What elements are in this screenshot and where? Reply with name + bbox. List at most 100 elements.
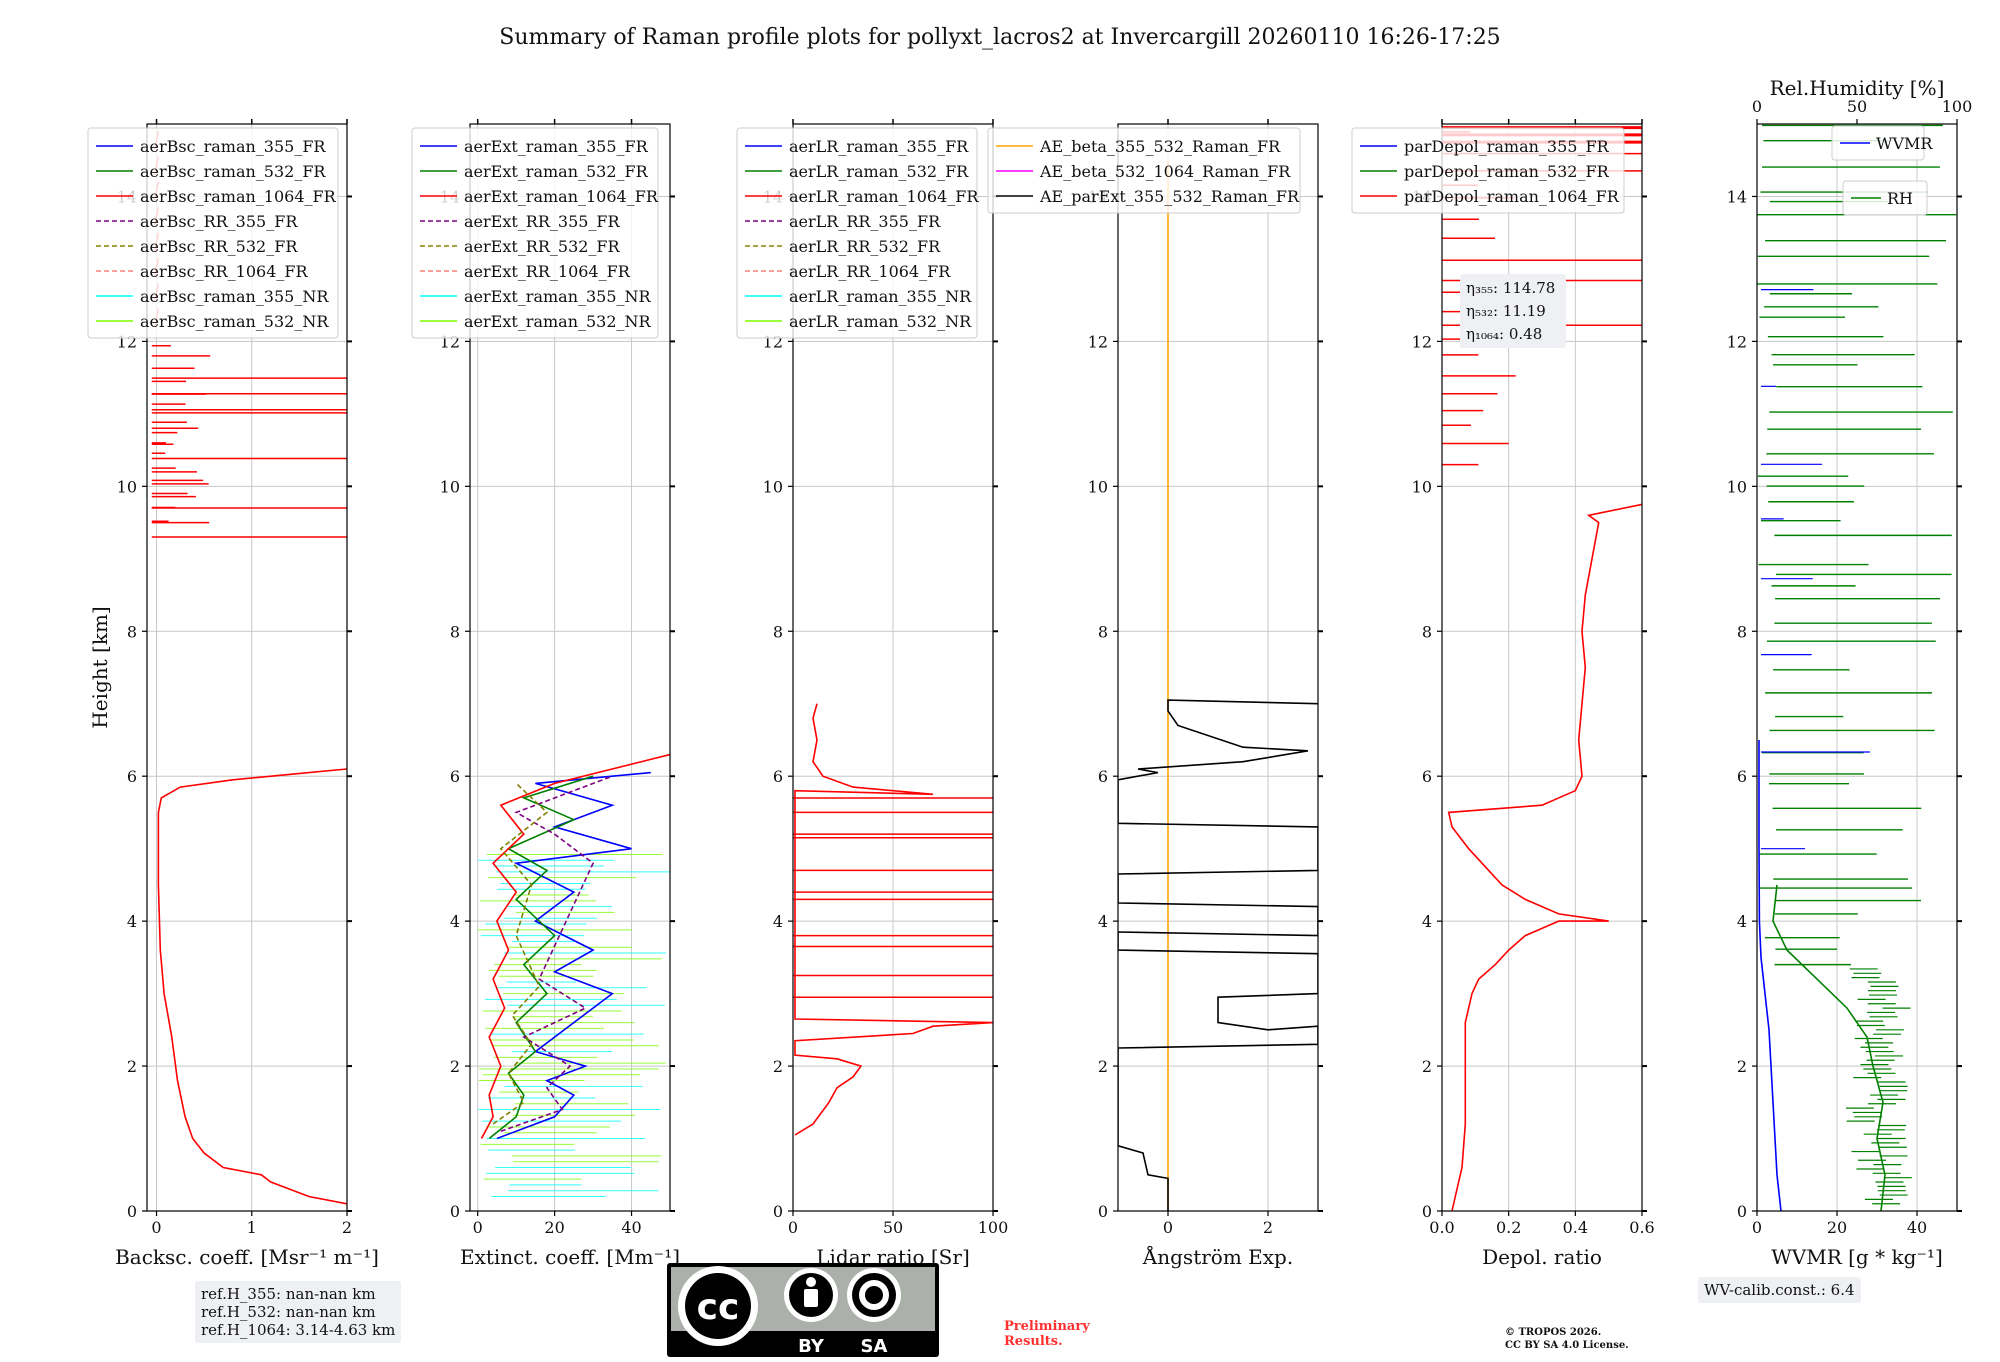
depol-annotation: η₃₅₅: 114.78 η₅₃₂: 11.19 η₁₀₆₄: 0.48 bbox=[1460, 274, 1566, 348]
x-tick-label: 20 bbox=[1827, 1218, 1847, 1237]
legend-label: aerLR_RR_355_FR bbox=[789, 212, 941, 231]
y-tick-label: 0 bbox=[1422, 1202, 1432, 1221]
legend-label: AE_beta_355_532_Raman_FR bbox=[1039, 137, 1281, 156]
cc-license-logo: cc BY SA bbox=[666, 1262, 940, 1358]
legend-label: aerBsc_raman_355_FR bbox=[140, 137, 326, 156]
legend-label: WVMR bbox=[1876, 134, 1933, 153]
legend-label: aerBsc_raman_355_NR bbox=[140, 287, 329, 306]
series-aerExt_raman_1064_FR bbox=[480, 753, 670, 1139]
wv-calibration-box: WV-calib.const.: 6.4 bbox=[1698, 1277, 1861, 1303]
top-x-tick-label: 0 bbox=[1752, 97, 1762, 116]
legend-label: RH bbox=[1887, 189, 1913, 208]
legend-box bbox=[987, 127, 1301, 214]
y-tick-label: 2 bbox=[1737, 1057, 1747, 1076]
x-axis-label: WVMR [g * kg⁻¹] bbox=[1771, 1245, 1943, 1269]
legend-label: aerBsc_RR_532_FR bbox=[140, 237, 298, 256]
series-aerLR_raman_1064_FR bbox=[794, 703, 993, 1136]
annotation-text: η₅₃₂: 11.19 bbox=[1466, 302, 1546, 320]
legend-label: aerBsc_RR_1064_FR bbox=[140, 262, 309, 281]
preliminary-line-1: Preliminary bbox=[1004, 1319, 1090, 1334]
x-tick-label: 50 bbox=[883, 1218, 903, 1237]
x-tick-label: 0.4 bbox=[1563, 1218, 1588, 1237]
axes-frame bbox=[1117, 123, 1319, 1212]
y-tick-label: 4 bbox=[773, 912, 783, 931]
copyright-line-2: CC BY SA 4.0 License. bbox=[1505, 1340, 1629, 1351]
x-axis-label: Extinct. coeff. [Mm⁻¹] bbox=[460, 1245, 680, 1269]
legend-label: aerLR_raman_532_FR bbox=[789, 162, 969, 181]
plot-area bbox=[1118, 160, 1318, 1211]
y-tick-label: 8 bbox=[773, 622, 783, 641]
legend-rh: RH bbox=[1842, 180, 1928, 216]
legend-label: aerExt_raman_355_NR bbox=[464, 287, 652, 306]
legend: AE_beta_355_532_Raman_FR AE_beta_532_1064… bbox=[987, 127, 1301, 214]
y-tick-label: 6 bbox=[450, 767, 460, 786]
y-tick-label: 8 bbox=[450, 622, 460, 641]
plot-area bbox=[151, 131, 347, 1205]
legend-label: aerExt_raman_1064_FR bbox=[464, 187, 659, 206]
y-tick-label: 4 bbox=[450, 912, 460, 931]
x-tick-label: 40 bbox=[621, 1218, 641, 1237]
legend: aerBsc_raman_355_FR aerBsc_raman_532_FRae… bbox=[87, 127, 339, 339]
x-axis-label: Ångström Exp. bbox=[1142, 1244, 1293, 1269]
legend-box bbox=[736, 127, 978, 339]
plot-area bbox=[1757, 124, 1957, 1211]
y-tick-label: 0 bbox=[1098, 1202, 1108, 1221]
y-tick-label: 12 bbox=[1412, 332, 1432, 351]
series-RH bbox=[1772, 884, 1886, 1211]
x-tick-label: 40 bbox=[1907, 1218, 1927, 1237]
reference-height-box: ref.H_355: nan-nan km ref.H_532: nan-nan… bbox=[195, 1281, 402, 1343]
y-tick-label: 2 bbox=[773, 1057, 783, 1076]
legend-box bbox=[411, 127, 659, 339]
x-tick-label: 0 bbox=[473, 1218, 483, 1237]
axes-frame bbox=[469, 123, 671, 1212]
y-tick-label: 0 bbox=[450, 1202, 460, 1221]
cc-logo-text: cc bbox=[697, 1287, 740, 1328]
y-tick-label: 0 bbox=[1737, 1202, 1747, 1221]
y-tick-label: 10 bbox=[1088, 477, 1108, 496]
x-axis-label: Backsc. coeff. [Msr⁻¹ m⁻¹] bbox=[115, 1245, 379, 1269]
x-tick-label: 0 bbox=[788, 1218, 798, 1237]
y-tick-label: 8 bbox=[127, 622, 137, 641]
annotation-text: η₃₅₅: 114.78 bbox=[1466, 279, 1555, 297]
ref-height-1064: ref.H_1064: 3.14-4.63 km bbox=[201, 1321, 396, 1339]
x-tick-label: 2 bbox=[342, 1218, 352, 1237]
legend-wvmr: WVMR bbox=[1831, 125, 1933, 161]
y-tick-label: 4 bbox=[1422, 912, 1432, 931]
x-tick-label: 100 bbox=[978, 1218, 1009, 1237]
chart-panel-wv: 0 2 4 6 8 10 12 14 0 20 40 WVMR [g * kg⁻¹] 0 50 100Rel… bbox=[1727, 76, 1973, 1269]
axes-frame bbox=[1756, 123, 1958, 1212]
x-tick-label: 0 bbox=[151, 1218, 161, 1237]
legend-label: aerLR_RR_1064_FR bbox=[789, 262, 951, 281]
legend-label: aerLR_RR_532_FR bbox=[789, 237, 941, 256]
x-tick-label: 20 bbox=[544, 1218, 564, 1237]
y-tick-label: 10 bbox=[117, 477, 137, 496]
y-tick-label: 10 bbox=[1412, 477, 1432, 496]
x-tick-label: 0 bbox=[1163, 1218, 1173, 1237]
legend-box bbox=[1351, 127, 1625, 214]
legend-label: aerLR_raman_355_FR bbox=[789, 137, 969, 156]
legend-label: aerBsc_raman_1064_FR bbox=[140, 187, 337, 206]
chart-panel-lr: 02468101214050100Lidar ratio [Sr]aerLR_r… bbox=[736, 119, 1009, 1269]
annotation-text: η₁₀₆₄: 0.48 bbox=[1466, 325, 1542, 343]
legend: aerLR_raman_355_FR aerLR_raman_532_FR aerL… bbox=[736, 127, 979, 339]
wv-calibration-constant: WV-calib.const.: 6.4 bbox=[1704, 1281, 1855, 1299]
y-tick-label: 8 bbox=[1098, 622, 1108, 641]
top-x-axis-label: Rel.Humidity [%] bbox=[1770, 76, 1945, 100]
y-tick-label: 4 bbox=[127, 912, 137, 931]
legend-label: aerExt_RR_532_FR bbox=[464, 237, 621, 256]
chart-panel-ext: 0246810121402040Extinct. coeff. [Mm⁻¹]ae… bbox=[411, 119, 680, 1269]
series-aerExt_raman_532_FR bbox=[488, 775, 594, 1140]
y-tick-label: 0 bbox=[127, 1202, 137, 1221]
series-aerExt_raman_355_FR bbox=[496, 771, 651, 1140]
axes-frame bbox=[146, 123, 348, 1212]
y-tick-label: 2 bbox=[1098, 1057, 1108, 1076]
y-tick-label: 0 bbox=[773, 1202, 783, 1221]
axes-frame bbox=[1441, 123, 1643, 1212]
y-tick-label: 6 bbox=[1737, 767, 1747, 786]
legend-label: aerLR_raman_532_NR bbox=[789, 312, 972, 331]
legend-label: AE_beta_532_1064_Raman_FR bbox=[1039, 162, 1291, 181]
legend-label: aerBsc_raman_532_FR bbox=[140, 162, 326, 181]
y-tick-label: 6 bbox=[1098, 767, 1108, 786]
y-tick-label: 10 bbox=[763, 477, 783, 496]
